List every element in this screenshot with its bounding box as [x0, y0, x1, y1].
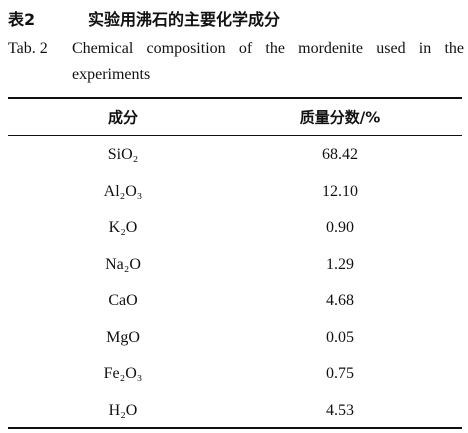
caption-text: Chemical composition of the mordenite us…: [72, 40, 464, 83]
column-header: 质量分数/%: [299, 108, 381, 127]
value-cell: 0.05: [326, 328, 354, 346]
component-cell: SiO₂: [107, 146, 139, 163]
component-cell: Na₂O: [105, 255, 141, 273]
value-cell: 12.10: [322, 182, 358, 200]
component-cell: K₂O: [108, 219, 138, 236]
top-rule: [8, 97, 462, 99]
component-cell: Al₂O₃: [103, 182, 143, 200]
component-cell: MgO: [106, 328, 140, 346]
value-cell: 0.90: [326, 219, 354, 236]
caption-label: Tab. 2: [8, 40, 48, 57]
value-cell: 4.68: [326, 292, 354, 309]
component-cell: H₂O: [108, 401, 138, 419]
value-cell: 4.53: [326, 401, 354, 419]
table-title: 实验用沸石的主要化学成分: [88, 10, 281, 29]
bottom-rule: [8, 427, 462, 429]
value-cell: 68.42: [322, 146, 358, 163]
header-rule: [8, 135, 462, 136]
column-header: 成分: [107, 108, 139, 127]
value-cell: 1.29: [326, 255, 354, 273]
value-cell: 0.75: [326, 365, 354, 382]
table-label: 表2: [8, 10, 36, 29]
component-cell: Fe₂O₃: [103, 365, 143, 382]
component-cell: CaO: [108, 292, 138, 309]
